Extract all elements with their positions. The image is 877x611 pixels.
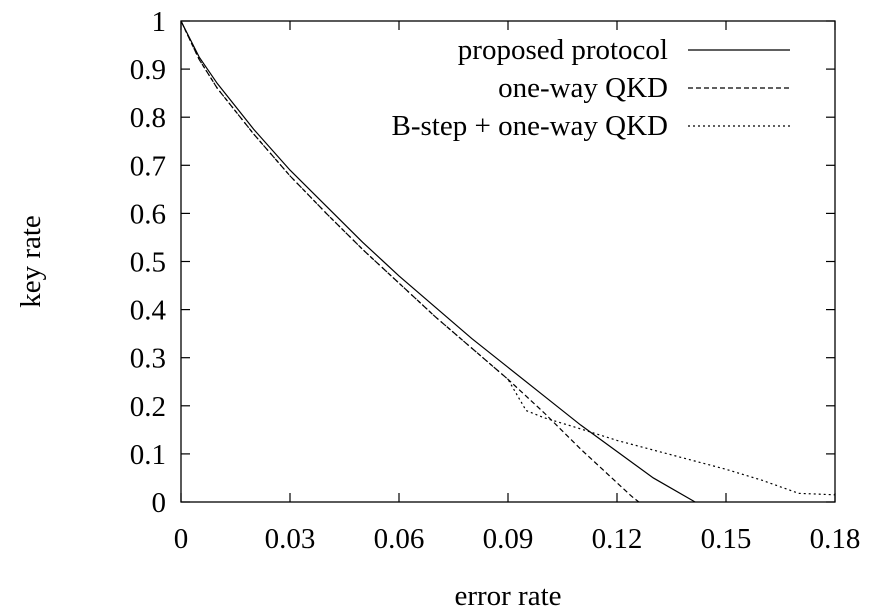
y-tick-label: 0.6 <box>130 198 166 230</box>
y-tick-label: 0.5 <box>130 247 166 279</box>
x-tick-label: 0.03 <box>265 523 316 555</box>
series-line-solid <box>180 20 696 503</box>
y-tick-label: 0.9 <box>130 54 166 86</box>
y-tick-label: 0.7 <box>130 150 166 182</box>
legend-label: proposed protocol <box>458 34 668 66</box>
x-tick-label: 0.09 <box>483 523 534 555</box>
y-tick-label: 1 <box>152 6 167 38</box>
y-tick-label: 0 <box>152 487 167 519</box>
x-axis: 0 0.03 0.06 0.09 0.12 0.15 0.18 <box>174 21 861 555</box>
x-axis-title: error rate <box>454 580 561 611</box>
x-tick-label: 0.18 <box>810 523 861 555</box>
legend-label: B-step + one-way QKD <box>392 110 669 142</box>
x-tick-label: 0.06 <box>374 523 425 555</box>
y-tick-label: 0.3 <box>130 343 166 375</box>
x-tick-label: 0 <box>174 523 189 555</box>
y-tick-label: 0.2 <box>130 391 166 423</box>
y-tick-label: 0.8 <box>130 102 166 134</box>
x-tick-label: 0.12 <box>592 523 643 555</box>
legend-label: one-way QKD <box>498 72 668 104</box>
y-axis: 0 0.1 0.2 0.3 0.4 0.5 0.6 0.7 0.8 0.9 1 <box>130 6 835 519</box>
legend: proposed protocol one-way QKD B-step + one… <box>392 34 790 142</box>
series-line-dotted <box>180 20 836 496</box>
series-layer <box>180 20 836 503</box>
y-axis-title: key rate <box>15 215 47 308</box>
y-tick-label: 0.1 <box>130 439 166 471</box>
x-tick-label: 0.15 <box>701 523 752 555</box>
y-tick-label: 0.4 <box>130 295 167 327</box>
